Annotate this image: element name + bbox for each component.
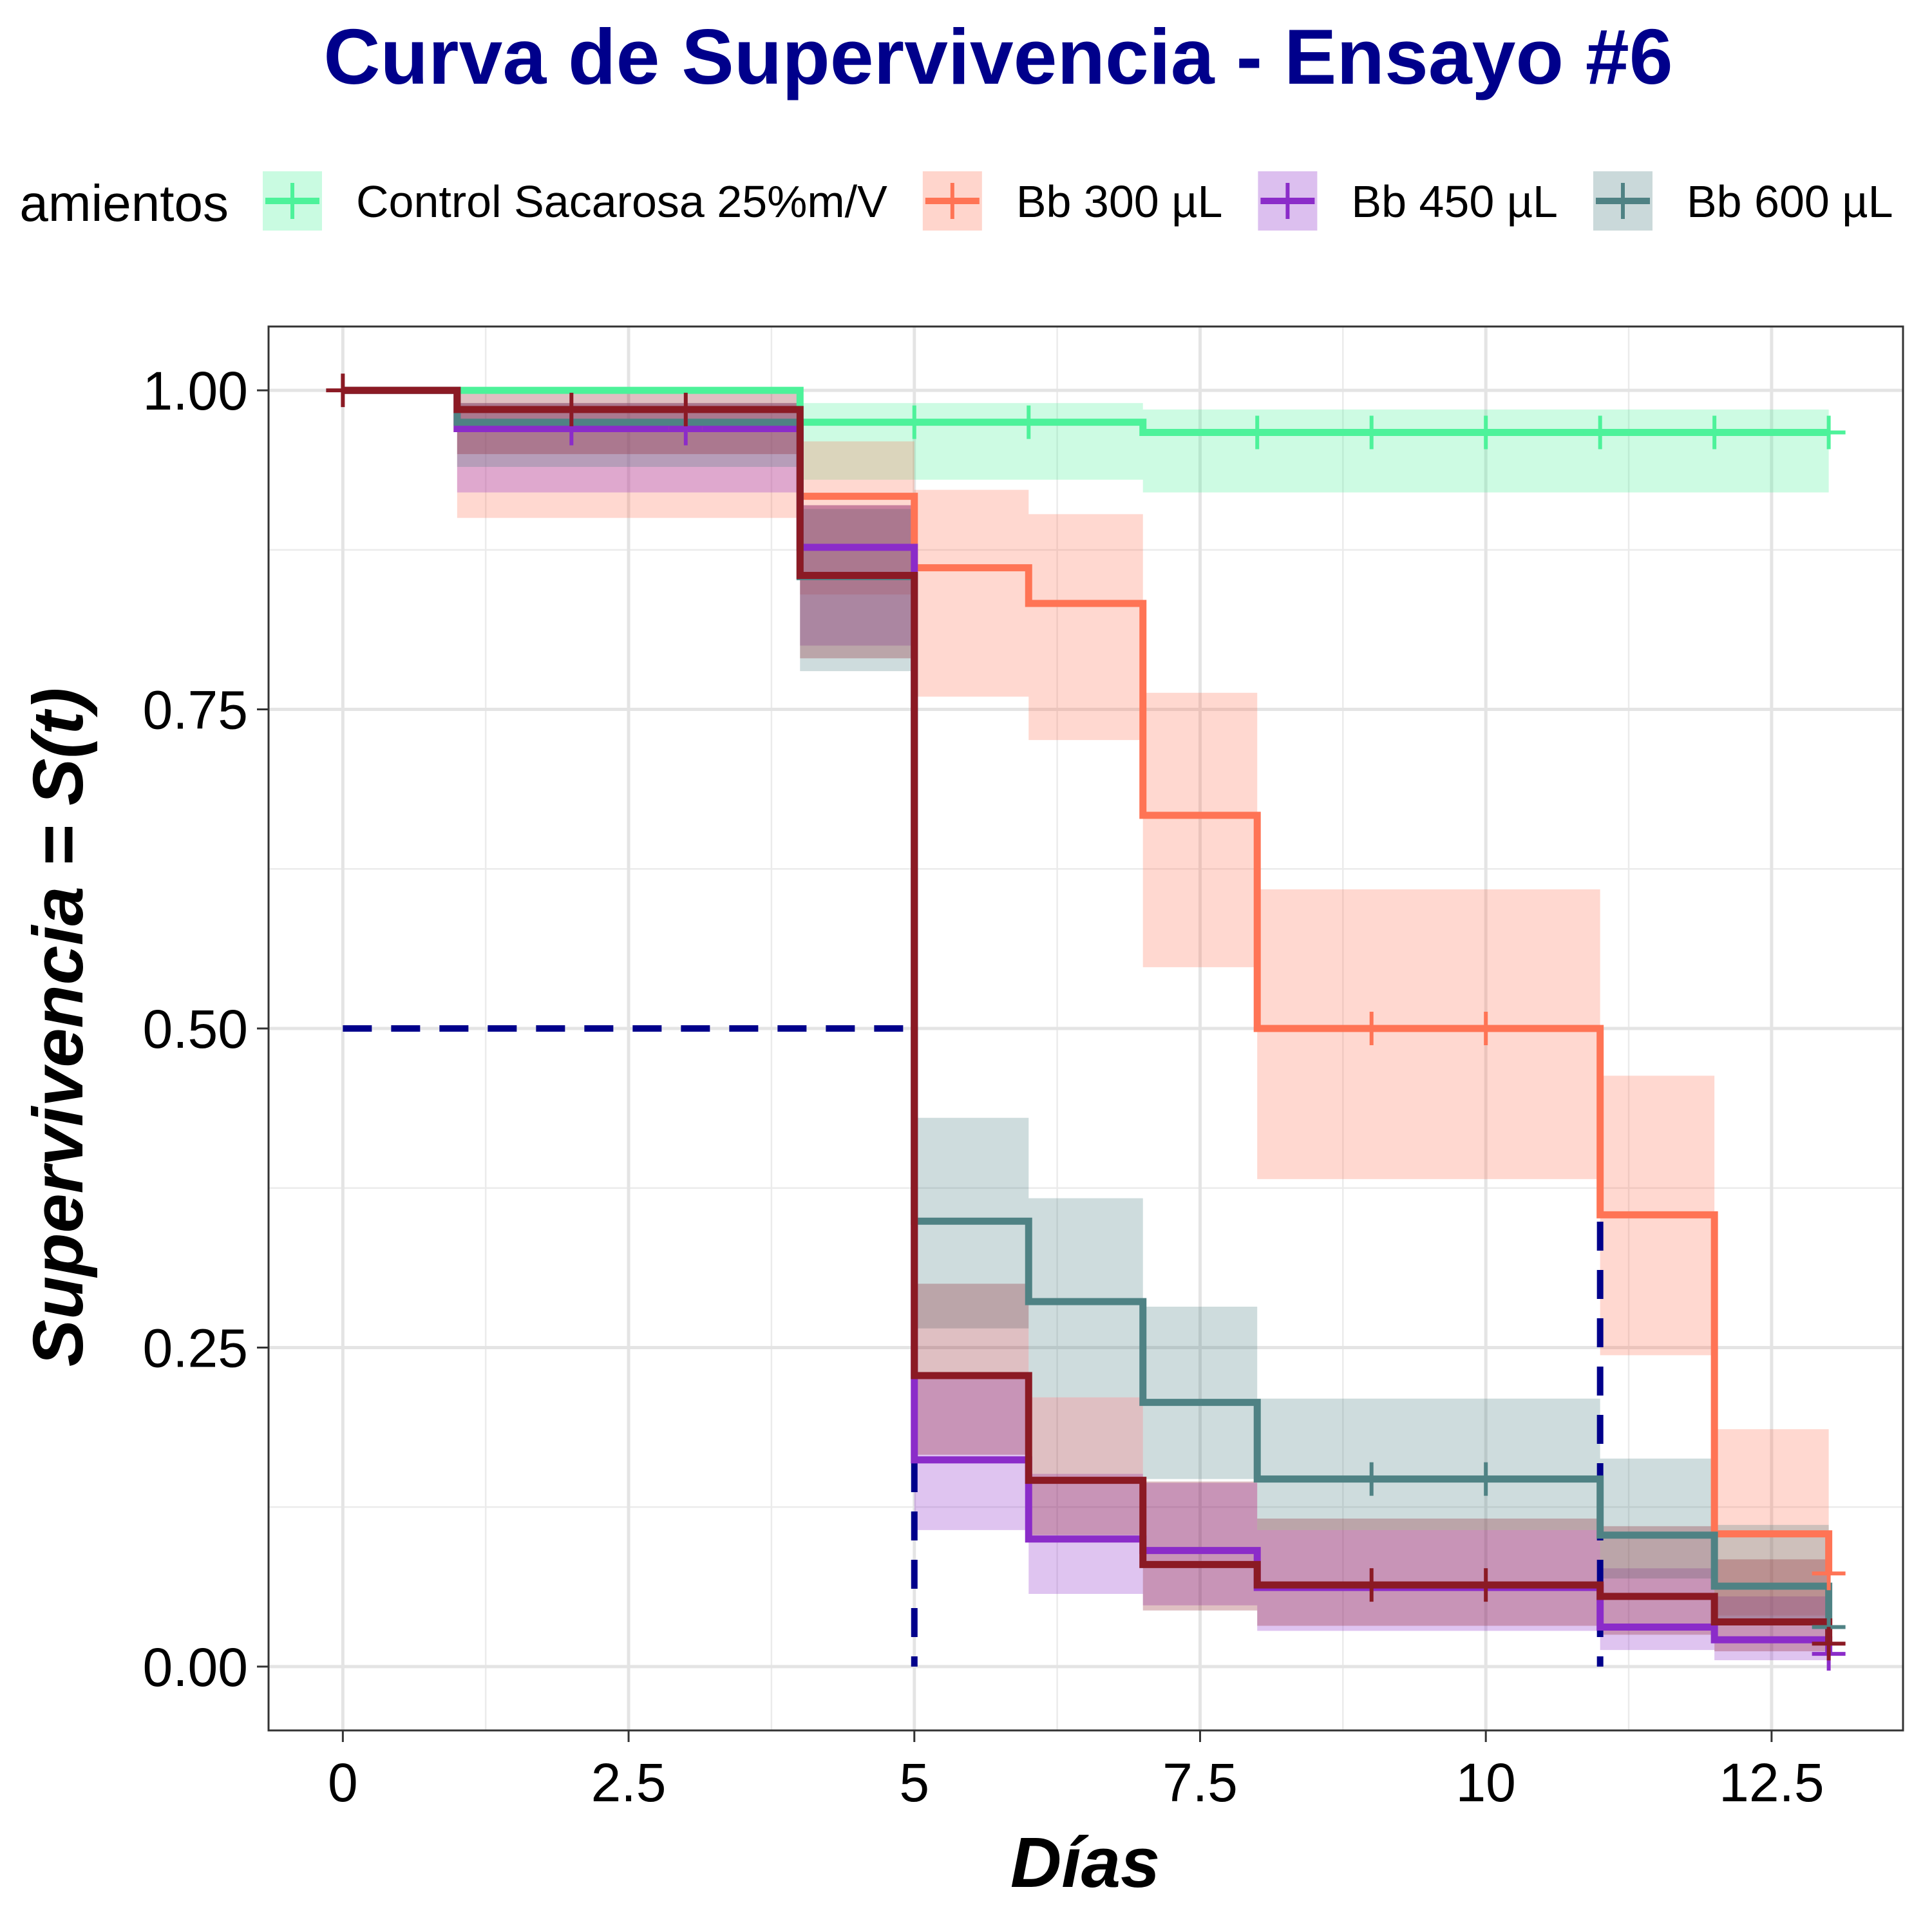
confidence-band-bb-600-l (343, 390, 1829, 1652)
censor-mark-bb-600-l (1469, 1462, 1503, 1496)
censor-mark-unlabeled (1812, 1627, 1846, 1661)
legend-label-bb-600-l: Bb 600 µL (1687, 176, 1893, 227)
legend-items: Control Sacarosa 25%m/V Bb 300 µL Bb 450 µ… (263, 171, 1893, 231)
legend: amientos Control Sacarosa 25%m/V Bb 300 µ… (19, 171, 1893, 232)
x-tick-label: 0 (328, 1752, 358, 1813)
x-tick-label: 2.5 (591, 1752, 667, 1813)
confidence-band-control-sacarosa-25-m-v (343, 390, 1829, 493)
legend-item-bb-300-l: Bb 300 µL (922, 171, 1223, 231)
survival-curve-unlabeled (343, 386, 1833, 1644)
censor-mark-control-sacarosa-25-m-v (1812, 415, 1846, 450)
y-tick-label: 0.00 (143, 1637, 249, 1698)
censor-mark-control-sacarosa-25-m-v (1469, 415, 1503, 450)
censor-marks (326, 374, 1846, 1671)
chart-title: Curva de Supervivencia - Ensayo #6 (323, 13, 1672, 100)
censor-mark-control-sacarosa-25-m-v (897, 405, 931, 439)
x-tick-label: 10 (1455, 1752, 1515, 1813)
y-tick-label: 0.25 (143, 1318, 249, 1378)
y-axis-title: Supervivencia = S(t) (19, 688, 98, 1367)
y-axis-ticks: 0.00 0.25 0.50 0.75 1.00 (143, 361, 269, 1698)
y-tick-label: 1.00 (143, 361, 249, 421)
censor-mark-bb-300-l (1469, 1012, 1503, 1045)
censor-mark-unlabeled (326, 374, 360, 408)
plot-area (267, 325, 1904, 1732)
censor-mark-control-sacarosa-25-m-v (1354, 415, 1388, 450)
y-tick-label: 0.75 (143, 680, 249, 741)
legend-label-bb-450-l: Bb 450 µL (1351, 176, 1558, 227)
x-axis-ticks: 0 2.5 5 7.5 10 12.5 (328, 1730, 1824, 1813)
censor-mark-bb-600-l (1354, 1462, 1388, 1496)
x-tick-label: 12.5 (1719, 1752, 1824, 1813)
legend-label-control-sacarosa-25-m-v: Control Sacarosa 25%m/V (356, 176, 887, 227)
censor-mark-control-sacarosa-25-m-v (1240, 415, 1274, 450)
censor-mark-unlabeled (668, 392, 703, 426)
confidence-bands (343, 390, 1829, 1661)
legend-title: amientos (19, 175, 229, 232)
censor-mark-bb-300-l (1354, 1012, 1388, 1045)
censor-mark-bb-300-l (1812, 1557, 1846, 1591)
legend-label-bb-300-l: Bb 300 µL (1016, 176, 1223, 227)
censor-mark-unlabeled (1354, 1568, 1388, 1602)
confidence-band-bb-300-l (343, 390, 1829, 1616)
legend-item-control-sacarosa-25-m-v: Control Sacarosa 25%m/V (263, 171, 887, 231)
censor-mark-unlabeled (1469, 1568, 1503, 1602)
x-axis-title: Días (1010, 1823, 1160, 1902)
legend-item-bb-600-l: Bb 600 µL (1593, 171, 1893, 231)
legend-item-bb-450-l: Bb 450 µL (1258, 171, 1558, 231)
censor-mark-control-sacarosa-25-m-v (1012, 405, 1046, 439)
censor-mark-control-sacarosa-25-m-v (1698, 415, 1732, 450)
x-tick-label: 7.5 (1162, 1752, 1238, 1813)
x-tick-label: 5 (899, 1752, 929, 1813)
y-tick-label: 0.50 (143, 999, 249, 1059)
censor-mark-control-sacarosa-25-m-v (1583, 415, 1617, 450)
censor-mark-unlabeled (554, 392, 589, 426)
